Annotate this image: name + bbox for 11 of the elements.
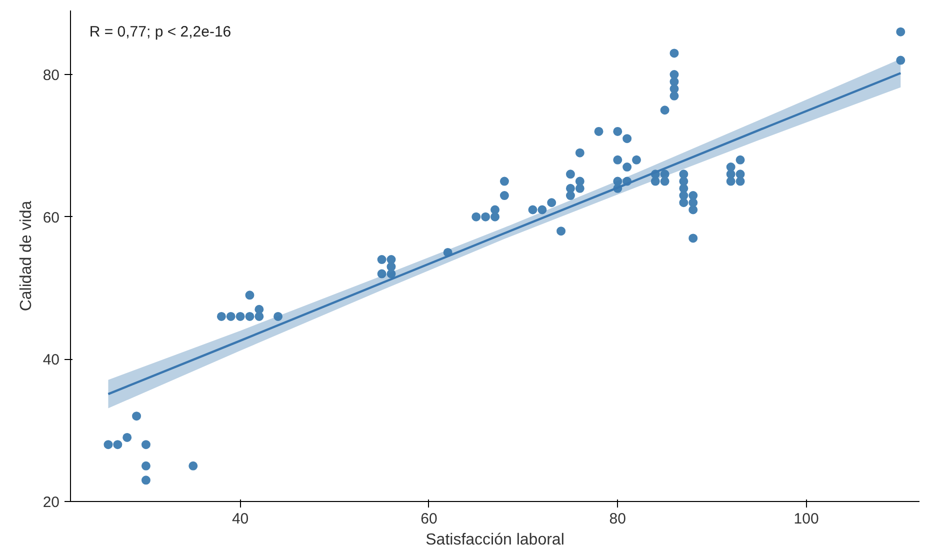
y-tick-label: 40 [42,352,60,369]
x-tick-label: 80 [609,510,626,528]
annotation: R = 0,77; p < 2,2e-16 [89,23,232,40]
y-tick-label: 20 [42,494,60,511]
x-axis-title: Satisfacción laboral [426,532,564,548]
y-axis-title: Calidad de vida [18,200,35,312]
y-tick-label: 80 [42,67,60,84]
x-tick-label: 100 [794,510,819,528]
y-tick-label: 60 [42,209,60,226]
x-tick-label: 60 [420,510,438,528]
x-tick-label: 40 [232,510,249,528]
